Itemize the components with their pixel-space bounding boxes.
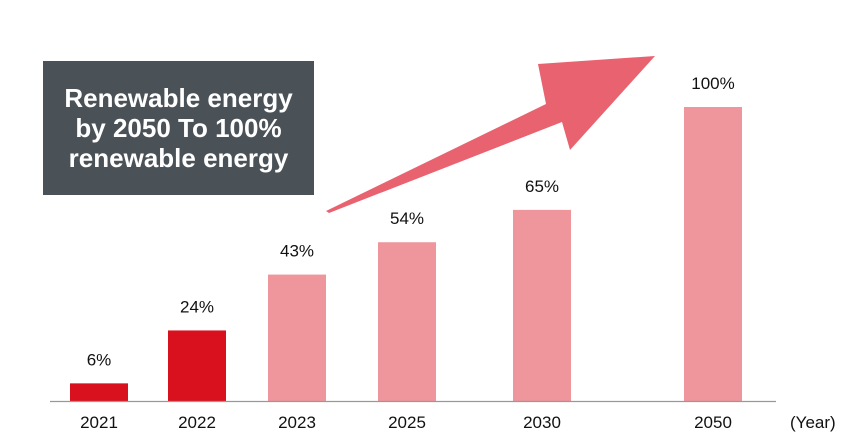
value-label-2022: 24% [180, 297, 214, 316]
bar-2023 [268, 274, 326, 401]
bar-2021 [70, 383, 128, 401]
x-tick-label-2021: 2021 [80, 413, 118, 432]
x-tick-label-2050: 2050 [694, 413, 732, 432]
x-tick-label-2022: 2022 [178, 413, 216, 432]
x-axis-unit-label: (Year) [790, 413, 836, 432]
trend-arrow [326, 56, 655, 213]
value-label-2021: 6% [87, 350, 112, 369]
x-tick-labels-group: 2021 2022 2023 2025 2030 2050 [80, 413, 732, 432]
x-tick-label-2030: 2030 [523, 413, 561, 432]
bars-group [70, 107, 742, 401]
bar-2022 [168, 330, 226, 401]
bar-2030 [513, 209, 571, 401]
value-label-2025: 54% [390, 209, 424, 228]
x-tick-label-2023: 2023 [278, 413, 316, 432]
value-label-2023: 43% [280, 242, 314, 261]
headline-callout-box: Renewable energy by 2050 To 100% renewab… [43, 61, 314, 195]
value-label-2030: 65% [525, 177, 559, 196]
bar-2050 [684, 107, 742, 401]
value-labels-group: 6% 24% 43% 54% 65% 100% [87, 74, 735, 369]
bar-2025 [378, 242, 436, 401]
headline-callout-text: Renewable energy by 2050 To 100% renewab… [64, 83, 293, 173]
x-tick-label-2025: 2025 [388, 413, 426, 432]
value-label-2050: 100% [691, 74, 734, 93]
